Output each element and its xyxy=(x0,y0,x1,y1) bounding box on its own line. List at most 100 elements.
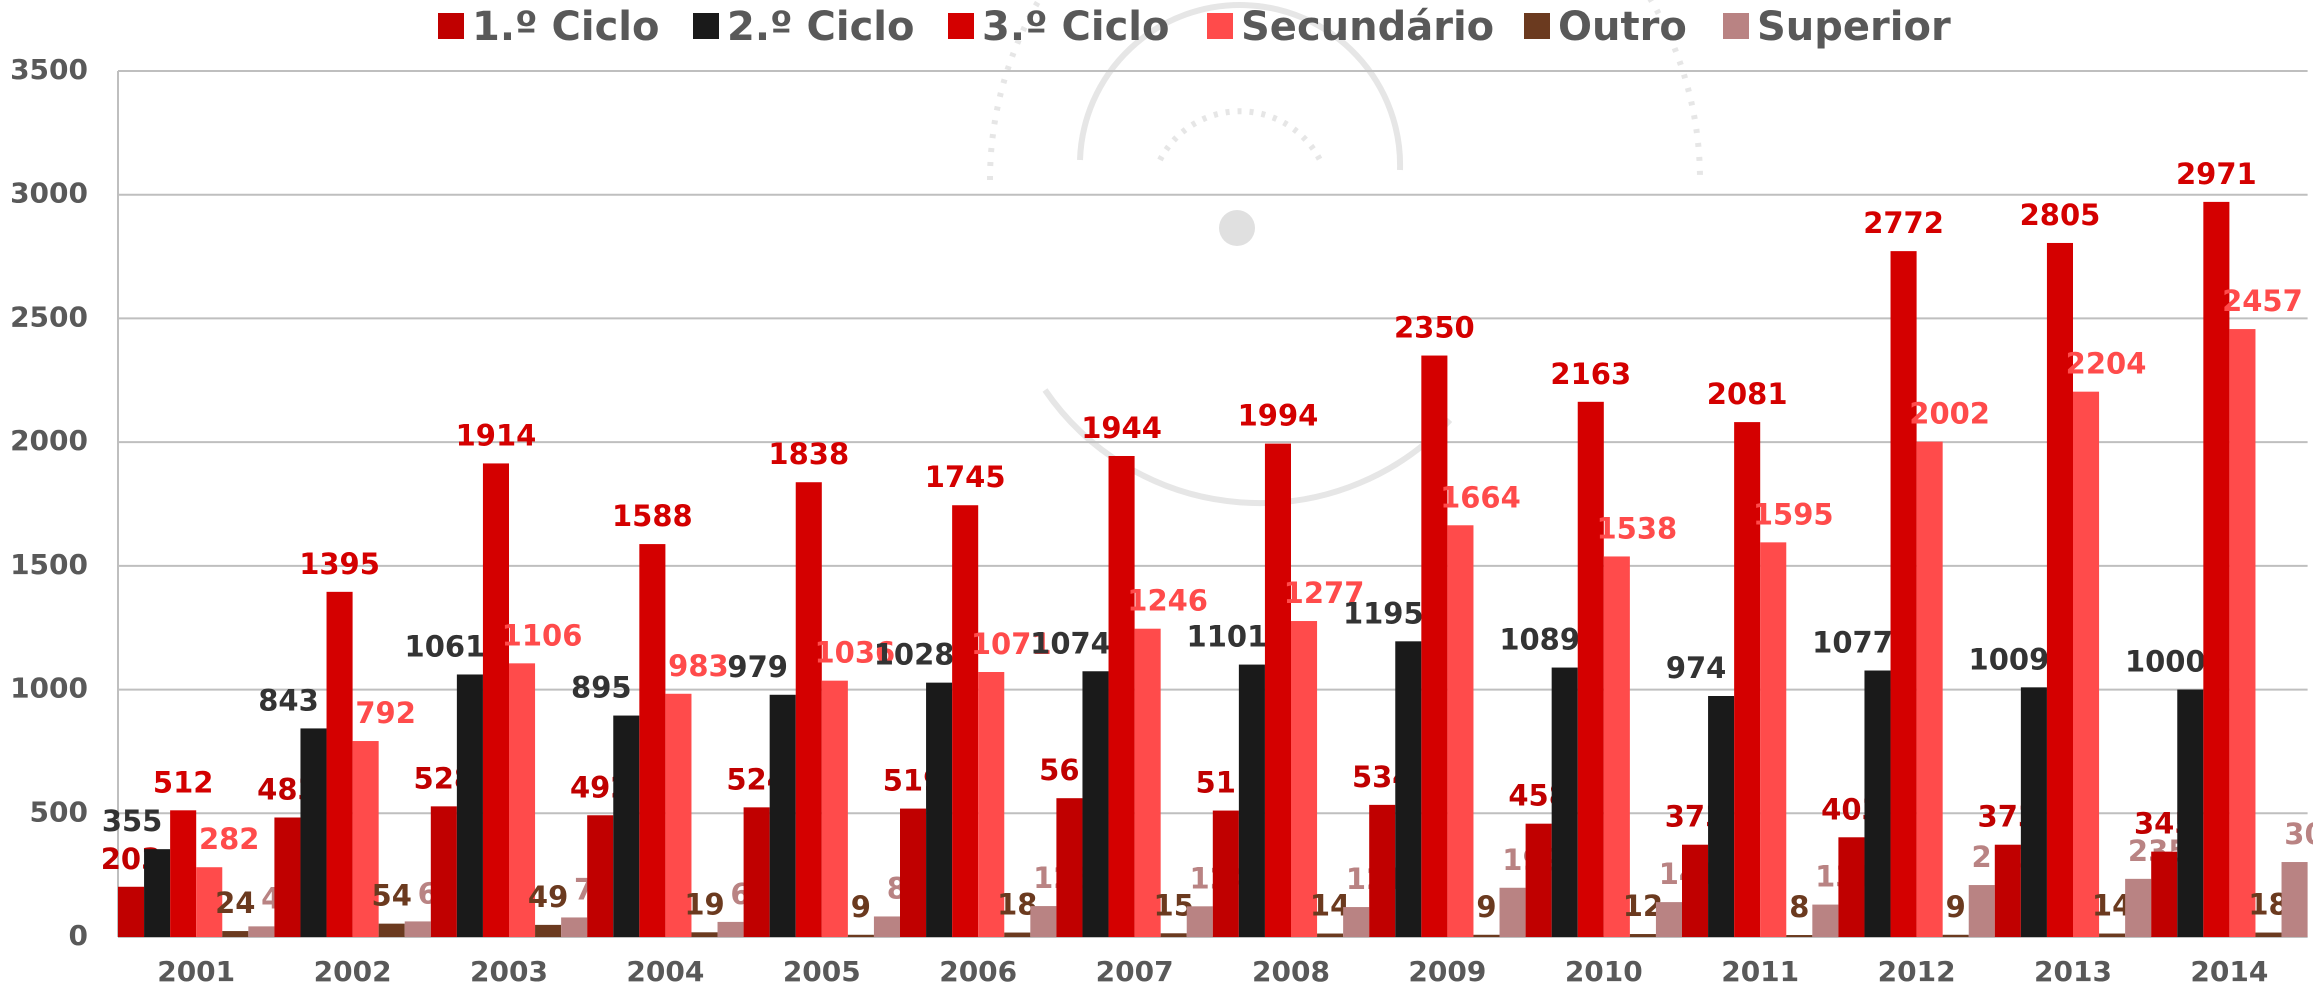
legend-swatch xyxy=(1723,13,1749,39)
bar xyxy=(873,916,900,937)
legend-swatch xyxy=(438,13,464,39)
data-label: 282 xyxy=(199,822,260,856)
bar xyxy=(248,926,275,937)
data-label: 1588 xyxy=(612,499,693,533)
x-tick-label: 2007 xyxy=(1096,955,1174,988)
bar xyxy=(326,591,353,937)
bar xyxy=(1317,933,1344,937)
bar xyxy=(1030,906,1057,937)
y-tick-label: 2500 xyxy=(10,300,88,333)
data-label: 1195 xyxy=(1343,596,1424,630)
bar xyxy=(1291,621,1318,937)
bar xyxy=(1760,542,1787,937)
bar xyxy=(144,849,171,937)
data-label: 792 xyxy=(355,696,416,730)
bar xyxy=(2281,862,2308,937)
y-tick-label: 0 xyxy=(69,919,88,952)
bar xyxy=(1212,810,1239,937)
data-label: 2772 xyxy=(1863,206,1944,240)
bar xyxy=(1160,933,1187,937)
bar xyxy=(1238,664,1265,937)
data-label: 1914 xyxy=(456,418,537,452)
x-tick-label: 2005 xyxy=(783,955,861,988)
bar xyxy=(1603,556,1630,937)
bar xyxy=(2020,687,2047,937)
data-label: 1664 xyxy=(1440,480,1521,514)
y-tick-label: 1500 xyxy=(10,548,88,581)
bar xyxy=(665,693,692,937)
legend-swatch xyxy=(948,13,974,39)
data-label: 974 xyxy=(1666,651,1727,685)
bar xyxy=(900,808,927,937)
bar xyxy=(456,674,483,937)
data-label: 2971 xyxy=(2176,157,2257,191)
data-label: 303 xyxy=(2284,817,2313,851)
bar xyxy=(1056,798,1083,937)
bar xyxy=(1134,628,1161,937)
bar xyxy=(1864,670,1891,937)
data-label: 1071 xyxy=(971,627,1052,661)
bar xyxy=(1994,844,2021,937)
bar xyxy=(1264,443,1291,937)
data-label: 512 xyxy=(153,765,214,799)
bar xyxy=(926,682,953,937)
bar xyxy=(613,715,640,937)
x-tick-label: 2006 xyxy=(939,955,1017,988)
legend-label: 2.º Ciclo xyxy=(727,4,914,50)
data-label: 979 xyxy=(727,650,788,684)
data-label: 1838 xyxy=(768,437,849,471)
bar xyxy=(2255,932,2282,937)
bar xyxy=(847,934,874,937)
bar xyxy=(1942,934,1969,937)
background-decoration xyxy=(987,0,1703,507)
data-label: 1061 xyxy=(405,629,486,663)
bar xyxy=(1447,525,1474,937)
bar xyxy=(430,806,457,937)
y-tick-label: 500 xyxy=(30,795,88,828)
legend-label: 3.º Ciclo xyxy=(982,4,1169,50)
data-label: 1395 xyxy=(299,547,380,581)
bar xyxy=(717,921,744,937)
data-label: 1745 xyxy=(925,460,1006,494)
bar xyxy=(2073,391,2100,937)
bar xyxy=(1629,934,1656,937)
bar xyxy=(509,663,536,937)
bar xyxy=(1499,887,1526,937)
bar xyxy=(2151,851,2178,937)
legend-swatch xyxy=(1207,13,1233,39)
data-label: 1101 xyxy=(1187,620,1268,654)
bar xyxy=(1890,251,1917,938)
data-label: 1994 xyxy=(1238,399,1319,433)
data-label: 1538 xyxy=(1596,511,1677,545)
bar xyxy=(691,932,718,937)
bar xyxy=(1734,422,1761,937)
data-label: 2805 xyxy=(2020,198,2101,232)
bar xyxy=(978,672,1005,937)
legend-swatch xyxy=(1524,13,1550,39)
data-label: 9 xyxy=(851,890,871,924)
bar xyxy=(743,807,770,937)
bar xyxy=(482,463,509,937)
x-tick-label: 2013 xyxy=(2034,955,2112,988)
bar xyxy=(1395,641,1422,937)
x-tick-label: 2011 xyxy=(1721,955,1799,988)
bar xyxy=(1369,804,1396,937)
bar xyxy=(1577,401,1604,937)
data-label: 2081 xyxy=(1707,377,1788,411)
bar xyxy=(821,680,848,937)
y-tick-label: 1000 xyxy=(10,672,88,705)
bar xyxy=(2229,329,2256,937)
bar xyxy=(1838,837,1865,937)
data-label: 2457 xyxy=(2222,284,2303,318)
bar xyxy=(2125,878,2152,937)
x-tick-label: 2003 xyxy=(470,955,548,988)
bar xyxy=(1551,667,1578,937)
bar xyxy=(1968,885,1995,937)
data-label: 2163 xyxy=(1550,357,1631,391)
data-label: 1106 xyxy=(502,618,583,652)
data-label: 1246 xyxy=(1127,584,1208,618)
data-label: 1009 xyxy=(1969,642,2050,676)
bar xyxy=(2046,242,2073,937)
legend-swatch xyxy=(693,13,719,39)
